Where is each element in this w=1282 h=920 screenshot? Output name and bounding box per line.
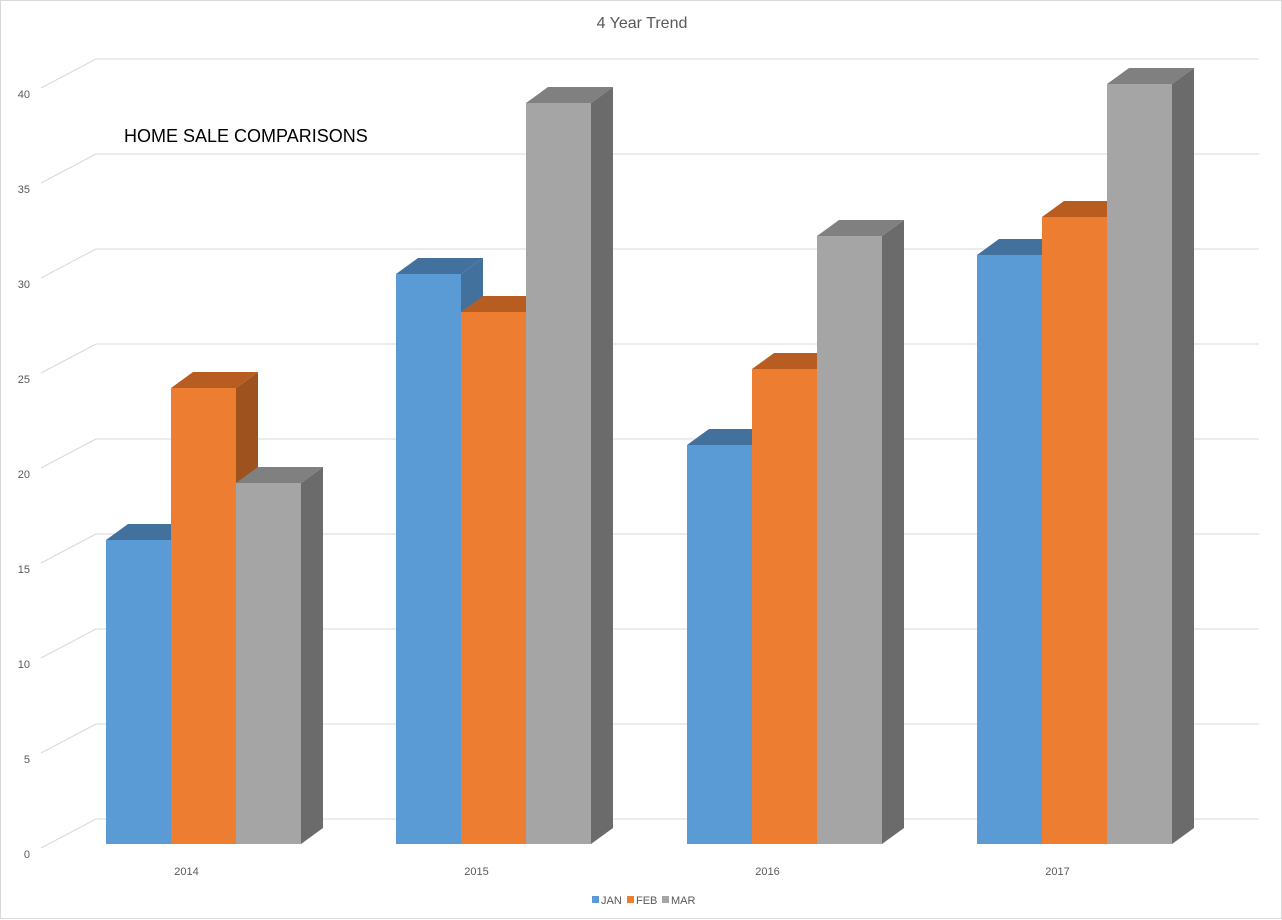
bar-side — [1172, 68, 1194, 844]
bar-front — [817, 236, 882, 844]
gridline-side — [40, 58, 97, 89]
bar-top — [817, 220, 904, 236]
gridline-side — [40, 343, 97, 374]
bar-side — [301, 467, 323, 844]
legend-label-feb: FEB — [636, 895, 657, 907]
gridline-side — [40, 153, 97, 184]
y-tick-label: 30 — [18, 279, 30, 291]
legend-swatch-feb — [627, 896, 634, 903]
y-tick-label: 25 — [18, 374, 30, 386]
bars — [106, 68, 1194, 844]
bar-front — [1042, 217, 1107, 844]
bar-front — [1107, 84, 1172, 844]
bar-mar-2015 — [526, 87, 613, 844]
legend-label-mar: MAR — [671, 895, 696, 907]
bar-front — [752, 369, 817, 844]
y-tick-label: 35 — [18, 184, 30, 196]
legend: JAN FEB MAR — [592, 895, 696, 907]
bar-mar-2017 — [1107, 68, 1194, 844]
gridline-side — [40, 248, 97, 279]
x-tick-label: 2014 — [174, 866, 198, 878]
gridline-side — [40, 818, 97, 849]
legend-swatch-jan — [592, 896, 599, 903]
x-tick-label: 2017 — [1045, 866, 1069, 878]
bar-front — [236, 483, 301, 844]
bar-front — [687, 445, 752, 844]
legend-label-jan: JAN — [601, 895, 622, 907]
bar-top — [526, 87, 613, 103]
bar-mar-2014 — [236, 467, 323, 844]
bar-mar-2016 — [817, 220, 904, 844]
x-tick-label: 2016 — [755, 866, 779, 878]
gridline-side — [40, 723, 97, 754]
bar-front — [526, 103, 591, 844]
gridline-side — [40, 533, 97, 564]
y-tick-label: 0 — [24, 849, 30, 861]
chart-annotation: HOME SALE COMPARISONS — [124, 126, 368, 146]
y-tick-label: 15 — [18, 564, 30, 576]
bar-top — [236, 467, 323, 483]
bar-front — [461, 312, 526, 844]
y-axis-tick-labels: 0 5 10 15 20 25 30 35 40 — [18, 89, 30, 861]
bar-side — [882, 220, 904, 844]
bar-front — [106, 540, 171, 844]
y-tick-label: 20 — [18, 469, 30, 481]
gridline-side — [40, 438, 97, 469]
y-tick-label: 40 — [18, 89, 30, 101]
gridline-side — [40, 628, 97, 659]
y-tick-label: 10 — [18, 659, 30, 671]
chart-title: 4 Year Trend — [597, 15, 688, 32]
y-tick-label: 5 — [24, 754, 30, 766]
x-axis-tick-labels: 2014 2015 2016 2017 — [174, 866, 1069, 878]
bar-top — [1107, 68, 1194, 84]
legend-swatch-mar — [662, 896, 669, 903]
bar-front — [977, 255, 1042, 844]
x-tick-label: 2015 — [464, 866, 488, 878]
bar-front — [171, 388, 236, 844]
bar-side — [591, 87, 613, 844]
bar-front — [396, 274, 461, 844]
bar-top — [171, 372, 258, 388]
bar-top — [396, 258, 483, 274]
